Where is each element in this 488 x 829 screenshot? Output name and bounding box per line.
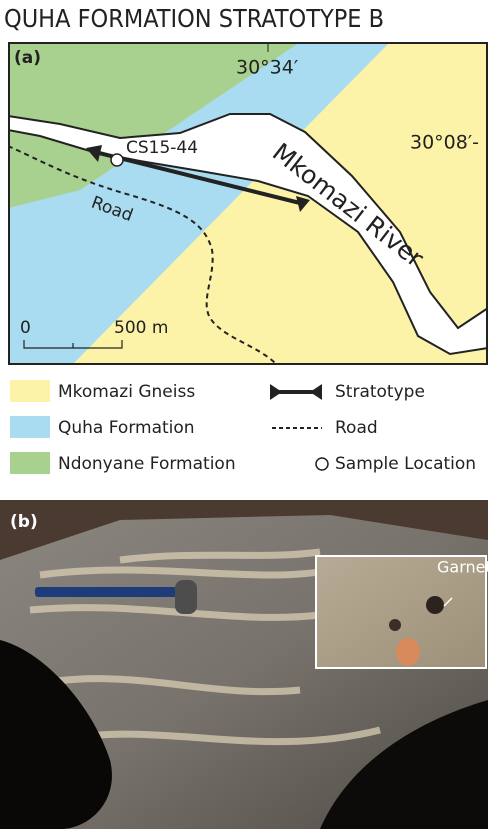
finger: [396, 638, 420, 666]
legend-swatch: [10, 452, 50, 474]
legend-label: Quha Formation: [58, 418, 195, 438]
inset-label: Garnet: [437, 558, 488, 577]
hammer-handle: [35, 587, 185, 597]
garnet: [426, 596, 444, 614]
scale-label: 0: [20, 318, 31, 338]
figure: QUHA FORMATION STRATOTYPE B (a) 30°34′ 3…: [0, 0, 488, 829]
legend: Mkomazi Gneiss Quha Formation Ndonyane F…: [10, 380, 476, 474]
legend-label: Mkomazi Gneiss: [58, 382, 195, 402]
legend-label: Stratotype: [335, 382, 425, 402]
legend-swatch: [10, 380, 50, 402]
figure-title: QUHA FORMATION STRATOTYPE B: [4, 4, 384, 33]
legend-symbol: [270, 384, 282, 400]
legend-label: Sample Location: [335, 454, 476, 474]
legend-symbol: [310, 384, 322, 400]
hammer-head: [175, 580, 197, 614]
legend-symbol: [316, 458, 328, 470]
panel-label: (a): [14, 48, 41, 68]
lat-label: 30°08′-: [410, 132, 479, 154]
panel-label: (b): [10, 512, 38, 532]
photo: Garnet (b): [0, 500, 488, 829]
sample-point: [111, 154, 123, 166]
legend-swatch: [10, 416, 50, 438]
legend-label: Road: [335, 418, 378, 438]
page: {"title": "QUHA FORMATION STRATOTYPE B",…: [0, 0, 488, 829]
garnet: [389, 619, 401, 631]
scale-label: 500 m: [114, 318, 168, 338]
lat-label: 30°34′: [236, 57, 298, 79]
sample-label: CS15-44: [126, 138, 198, 158]
legend-label: Ndonyane Formation: [58, 454, 236, 474]
map: (a) 30°34′ 30°08′- CS15-44 Road Mkomazi …: [8, 42, 488, 368]
